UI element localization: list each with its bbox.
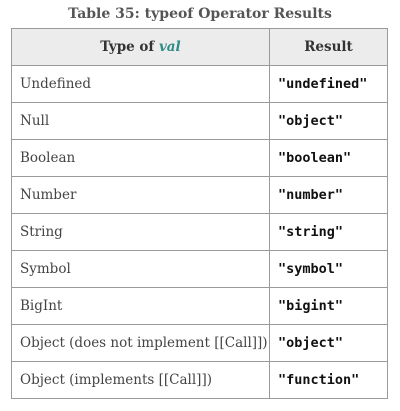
type-cell: String [11,213,270,251]
result-cell: "object" [269,102,388,140]
table-row: Number "number" [11,176,388,214]
table-row: Symbol "symbol" [11,250,388,288]
header-type-of-val: Type of val [11,28,270,66]
table-row: Object (does not implement [[Call]]) "ob… [11,324,388,362]
result-cell: "number" [269,176,388,214]
type-cell: Symbol [11,250,270,288]
table-row: Undefined "undefined" [11,65,388,103]
type-cell: BigInt [11,287,270,325]
header-val-variable: val [158,39,181,55]
table-row: BigInt "bigint" [11,287,388,325]
result-cell: "undefined" [269,65,388,103]
type-cell: Boolean [11,139,270,177]
table-header-row: Type of val Result [11,28,388,66]
type-cell: Number [11,176,270,214]
result-cell: "boolean" [269,139,388,177]
table-row: Null "object" [11,102,388,140]
result-cell: "bigint" [269,287,388,325]
header-type-prefix: Type of [100,39,159,55]
table-caption: Table 35: typeof Operator Results [68,6,332,22]
type-cell: Undefined [11,65,270,103]
header-result: Result [269,28,388,66]
type-cell: Object (implements [[Call]]) [11,361,270,399]
result-cell: "object" [269,324,388,362]
type-cell: Null [11,102,270,140]
table-row: Object (implements [[Call]]) "function" [11,361,388,399]
typeof-results-table: Type of val Result Undefined "undefined"… [11,28,388,399]
result-cell: "symbol" [269,250,388,288]
result-cell: "string" [269,213,388,251]
table-row: String "string" [11,213,388,251]
type-cell: Object (does not implement [[Call]]) [11,324,270,362]
table-row: Boolean "boolean" [11,139,388,177]
result-cell: "function" [269,361,388,399]
